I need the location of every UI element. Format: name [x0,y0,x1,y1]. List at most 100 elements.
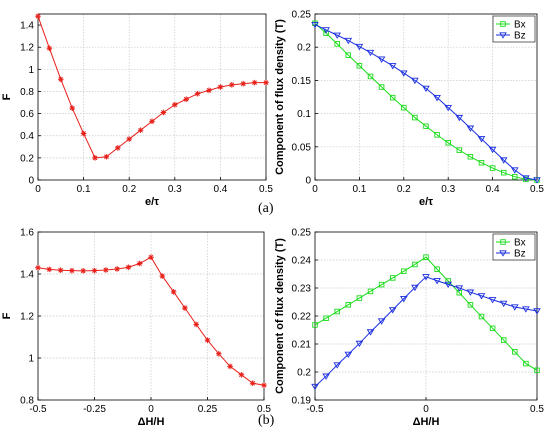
data-point [499,157,508,164]
data-point [499,300,508,308]
data-point [344,37,353,45]
data-point [35,13,41,20]
data-point [206,87,212,94]
series-bz [311,274,541,391]
y-tick-label: 0 [305,176,311,187]
data-point [126,136,132,142]
data-point [46,266,53,273]
data-point [311,21,319,29]
y-tick-label: 0.8 [20,87,34,98]
data-point [412,114,418,121]
data-point [400,295,408,303]
data-point [455,114,464,122]
x-tick-label: 0 [423,404,429,415]
series-line [314,22,538,181]
data-point [125,264,132,271]
x-axis-label: e/τ [145,196,159,208]
data-point [311,383,319,391]
data-point [312,322,318,328]
x-tick-label: 0.3 [168,184,182,195]
y-tick-label: 0.25 [292,10,312,21]
data-point [366,49,375,57]
data-point [238,372,245,378]
x-tick-label: 0.1 [352,184,366,195]
data-point [115,145,121,151]
data-point [401,268,407,274]
axes-frame [314,231,538,401]
series-line [314,256,538,371]
series-f [35,13,269,161]
data-point [389,94,396,101]
x-tick-label: 0.5 [257,404,271,415]
data-point [488,146,497,154]
x-axis-label: e/τ [419,196,433,208]
y-tick-label: 0.25 [292,228,312,239]
data-point [411,284,419,292]
y-tick-label: 0.8 [20,396,34,407]
series-line [314,276,538,387]
x-tick-label: 0 [148,404,154,415]
x-tick-label: 0.2 [122,184,136,195]
data-point [522,306,530,313]
data-point [533,308,541,315]
y-tick-label: 0.23 [292,284,312,295]
data-point [356,63,363,69]
data-point [478,313,485,320]
y-tick-label: 1 [28,354,34,365]
series-bz [311,21,541,184]
data-point [512,173,518,180]
data-point [344,351,353,359]
data-point [466,289,475,296]
x-axis-label: ΔH/H [138,416,165,428]
legend-box [492,15,536,43]
data-point [322,27,330,34]
y-axis-label: F [1,93,13,100]
data-point [412,261,418,268]
axes-frame [314,13,538,181]
data-point [478,159,485,166]
data-point [434,266,440,272]
data-point [512,349,518,355]
data-point [227,363,233,370]
legend-marker [499,250,507,257]
data-point [334,41,340,47]
series-line [314,24,538,181]
data-point [377,318,386,325]
data-point [488,297,497,304]
data-point [511,304,519,311]
y-axis-label: Component of flux density (T) [274,19,286,175]
data-point [193,321,199,328]
data-point [500,337,507,343]
y-tick-label: 0.2 [297,43,311,54]
chart-bottom-right: -0.5 0 0.5 0.19 0.2 0.21 0.22 0.23 0.24 0.25 ΔH/H C… [274,228,544,429]
data-point [389,275,396,281]
data-point [182,305,188,311]
data-point [445,278,451,284]
data-point [137,127,144,133]
data-point [183,96,189,103]
data-point [456,147,463,153]
x-tick-label: 0.5 [530,184,544,195]
y-tick-label: 0.15 [292,76,312,87]
x-tick-label: 0.2 [397,184,411,195]
data-point [160,109,167,116]
y-tick-label: 0.05 [292,142,312,153]
legend-label: Bz [514,249,526,260]
y-tick-label: 1.4 [20,270,34,281]
series-bx [312,254,540,374]
x-tick-label: 0.5 [259,184,273,195]
data-point [534,367,540,374]
data-point [477,293,486,300]
data-point [334,308,340,315]
data-point [217,84,224,90]
y-tick-label: 0.22 [292,312,312,323]
data-point [35,264,41,271]
data-point [58,76,64,83]
data-point [423,123,429,129]
data-point [333,362,341,369]
data-point [422,274,430,281]
data-point [251,79,258,86]
legend-label: Bx [514,238,526,249]
y-tick-label: 0.6 [20,109,34,120]
